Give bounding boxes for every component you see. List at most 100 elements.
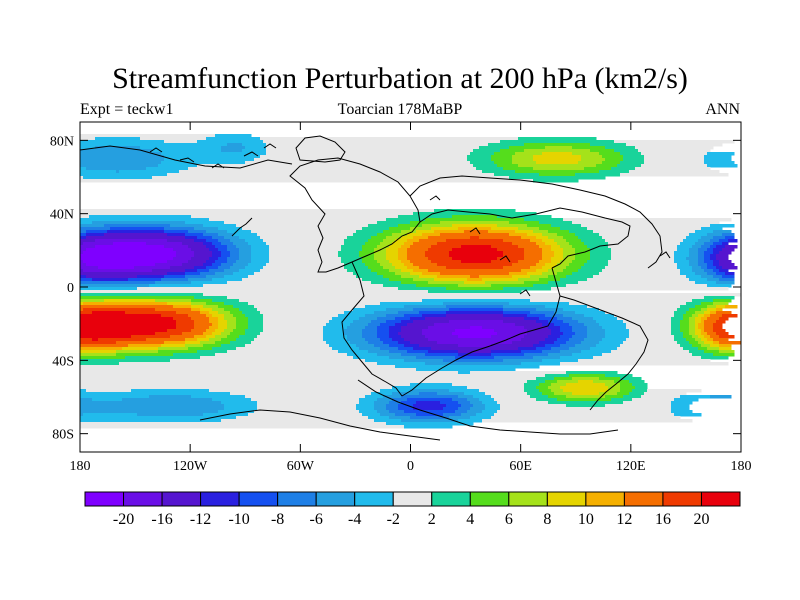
contour-cell — [251, 245, 270, 249]
contour-cell — [206, 302, 225, 306]
contour-cell — [374, 419, 402, 423]
contour-cell — [347, 338, 366, 342]
contour-cell — [542, 257, 552, 261]
contour-cell — [449, 251, 504, 255]
coastline-south-asia-india — [559, 295, 649, 411]
contour-cell — [704, 158, 732, 162]
contour-cell — [596, 164, 618, 168]
contour-cell — [539, 317, 558, 321]
contour-cell — [374, 311, 399, 315]
contour-cell — [554, 311, 576, 315]
contour-cell — [518, 260, 540, 264]
contour-cell — [704, 260, 714, 264]
contour-cell — [716, 305, 726, 309]
contour-cell — [521, 350, 543, 354]
contour-cell — [566, 275, 594, 279]
contour-cell — [707, 338, 714, 342]
contour-cell — [431, 260, 462, 264]
contour-cell — [92, 398, 123, 402]
contour-cell — [260, 137, 519, 141]
colorbar-label: 6 — [505, 511, 513, 528]
contour-cell — [377, 353, 402, 357]
contour-cell — [527, 380, 546, 384]
contour-cell — [509, 302, 570, 306]
contour-cell — [80, 338, 93, 342]
contour-cell — [536, 242, 546, 246]
contour-cell — [503, 287, 552, 291]
contour-cell — [194, 296, 228, 300]
contour-cell — [410, 341, 438, 345]
contour-cell — [236, 338, 255, 342]
contour-cell — [332, 317, 360, 321]
contour-cell — [188, 230, 207, 234]
contour-cell — [266, 149, 474, 153]
contour-cell — [347, 353, 378, 357]
contour-cell — [329, 344, 357, 348]
contour-cell — [113, 242, 147, 246]
contour-cell — [386, 236, 402, 240]
contour-cell — [368, 239, 384, 243]
contour-cell — [197, 140, 264, 144]
contour-cell — [248, 275, 357, 279]
contour-cell — [131, 389, 210, 393]
contour-cell — [500, 149, 525, 153]
contour-cell — [449, 320, 504, 324]
contour-cell — [524, 335, 549, 339]
contour-cell — [221, 251, 231, 255]
contour-cell — [719, 350, 735, 354]
contour-cell — [701, 245, 711, 249]
contour-cell — [80, 233, 87, 237]
contour-cell — [491, 395, 531, 399]
contour-cell — [446, 305, 504, 309]
contour-cell — [674, 311, 687, 315]
contour-cell — [512, 161, 537, 165]
contour-cell — [599, 152, 621, 156]
contour-cell — [236, 245, 252, 249]
contour-cell — [260, 332, 324, 336]
contour-cell — [236, 317, 249, 321]
contour-cell — [440, 233, 510, 237]
contour-cell — [575, 257, 591, 261]
contour-cell — [440, 221, 510, 225]
contour-cell — [689, 233, 708, 237]
contour-cell — [704, 326, 714, 330]
contour-cell — [125, 311, 177, 315]
contour-cell — [80, 419, 222, 423]
contour-cell — [200, 308, 213, 312]
contour-cell — [221, 263, 234, 267]
contour-cell — [80, 248, 87, 252]
contour-cell — [566, 395, 606, 399]
contour-cell — [404, 305, 447, 309]
contour-cell — [122, 398, 213, 402]
contour-cell — [239, 269, 261, 273]
contour-cell — [326, 341, 351, 345]
contour-cell — [557, 380, 579, 384]
contour-cell — [512, 158, 534, 162]
contour-cell — [614, 140, 735, 144]
contour-cell — [137, 287, 399, 291]
contour-cell — [536, 320, 549, 324]
contour-cell — [236, 323, 249, 327]
contour-cell — [719, 317, 729, 321]
contour-cell — [95, 146, 141, 150]
contour-cell — [377, 221, 411, 225]
colorbar-swatch — [315, 491, 356, 507]
contour-cell — [119, 170, 180, 174]
contour-cell — [563, 332, 576, 336]
contour-cell — [398, 407, 414, 411]
contour-cell — [377, 332, 390, 336]
contour-cell — [188, 278, 213, 282]
contour-cell — [470, 152, 495, 156]
x-tick-label: 180 — [70, 459, 91, 474]
contour-cell — [80, 401, 222, 405]
contour-cell — [572, 329, 588, 333]
contour-cell — [587, 227, 702, 231]
x-tick-label: 60E — [509, 459, 532, 474]
contour-cell — [554, 341, 567, 345]
contour-cell — [680, 269, 693, 273]
contour-cell — [218, 233, 234, 237]
contour-cell — [689, 248, 699, 252]
contour-cell — [713, 230, 732, 234]
contour-cell — [365, 326, 378, 330]
contour-cell — [179, 170, 483, 174]
